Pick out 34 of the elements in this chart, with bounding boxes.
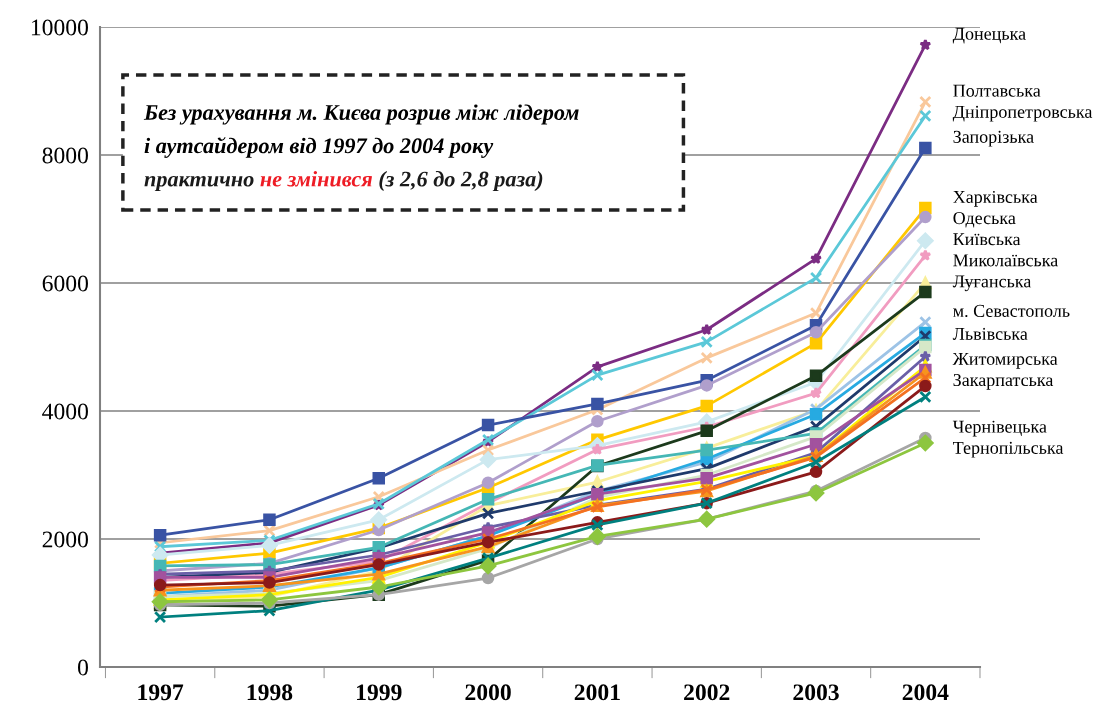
x-tick-label: 2004 <box>902 684 949 701</box>
y-tick-label: 4000 <box>42 403 88 420</box>
y-tick-label: 10000 <box>31 19 88 36</box>
annotation: не змінився <box>260 170 373 187</box>
series-label: Тернопільська <box>953 441 1064 458</box>
series-label: Одеська <box>953 212 1016 228</box>
series-label: м. Севастополь <box>953 304 1070 318</box>
series-label: Житомирська <box>952 352 1058 369</box>
series-label: Луганська <box>952 275 1032 292</box>
annotation: (з 2,6 до 2,8 раза) <box>379 170 543 192</box>
annotation: і аутсайдером від 1997 до 2004 року <box>144 137 494 158</box>
series-label: Чернівецька <box>952 420 1047 437</box>
x-tick-label: 1997 <box>138 684 184 701</box>
series-label: Закарпатська <box>953 373 1054 390</box>
series-label: Полтавська <box>953 84 1041 97</box>
annotation: практично <box>144 175 254 192</box>
x-tick-label: 2000 <box>465 684 511 701</box>
series-label: Дніпропетровська <box>952 105 1093 122</box>
y-tick-label: 0 <box>77 659 88 676</box>
x-tick-label: 1998 <box>247 684 293 701</box>
x-tick-label: 2001 <box>574 684 620 701</box>
y-tick-label: 2000 <box>42 531 88 548</box>
x-tick-label: 1999 <box>357 684 402 701</box>
series-label: Миколаївська <box>953 254 1058 267</box>
series-label: Львівська <box>952 327 1028 340</box>
y-tick-label: 8000 <box>42 147 88 164</box>
series-label: Київська <box>953 233 1021 246</box>
x-tick-label: 2002 <box>684 684 730 701</box>
series-label: Донецька <box>952 27 1026 44</box>
series-label: Харківська <box>953 190 1038 207</box>
series-label: Запорізька <box>953 130 1034 147</box>
y-tick-label: 6000 <box>42 275 88 292</box>
x-tick-label: 2003 <box>793 684 839 701</box>
annotation: Без урахування м. Києва розрив між лідером <box>143 104 579 125</box>
